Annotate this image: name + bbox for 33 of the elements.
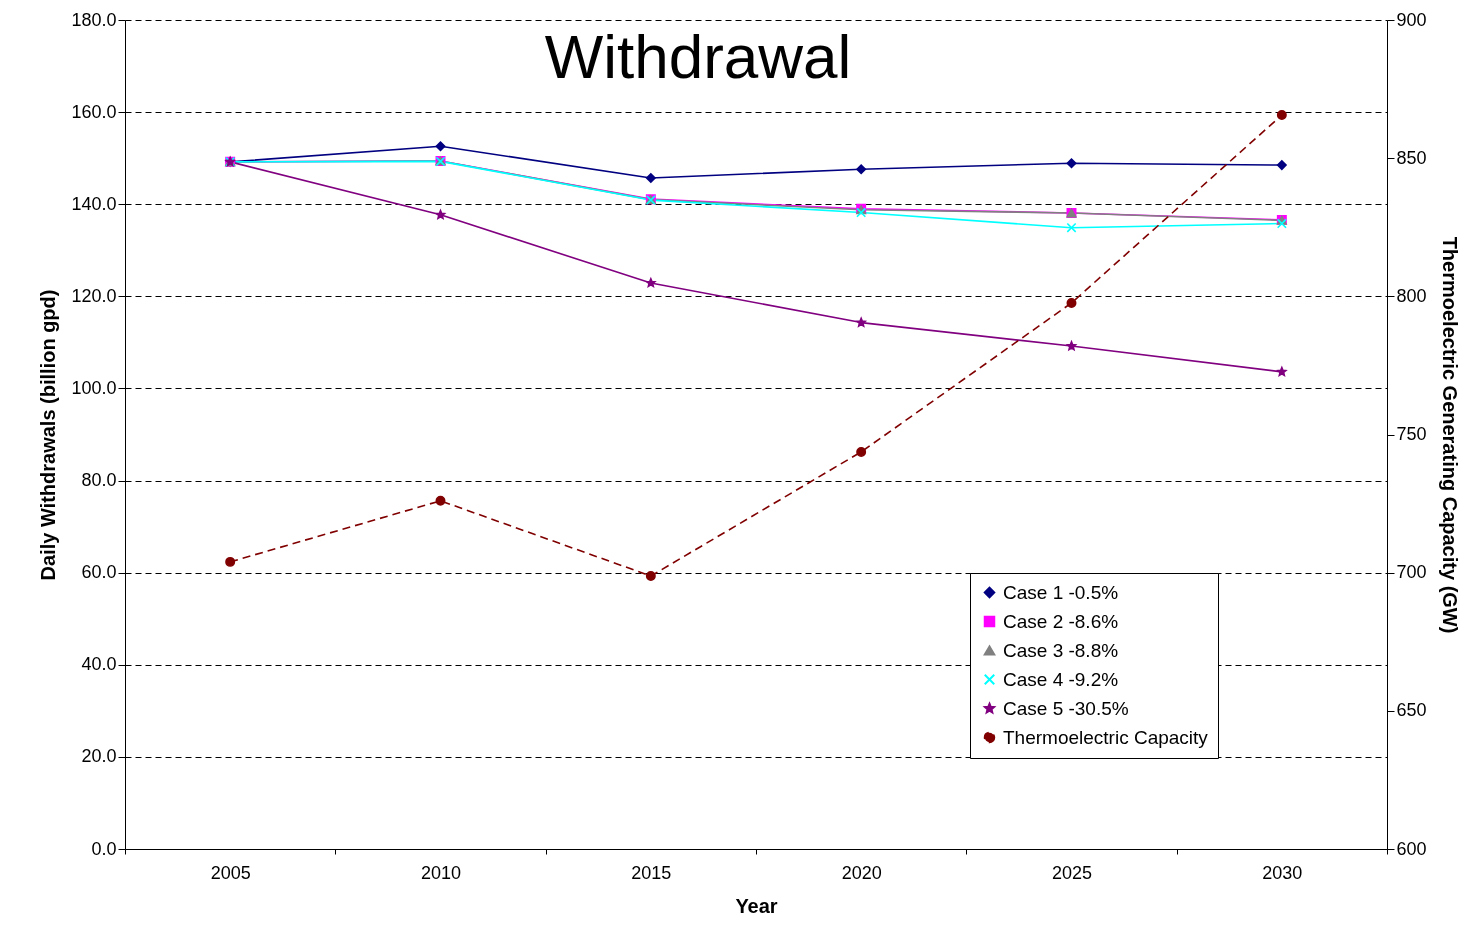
legend-label: Case 5 -30.5% bbox=[1003, 697, 1129, 719]
y-tick-label: 160.0 bbox=[71, 101, 117, 122]
y-tick-label: 60.0 bbox=[81, 562, 117, 583]
y2-axis-title: Thermoelectric Generating Capacity (GW) bbox=[1438, 236, 1461, 634]
y2-tick-label: 650 bbox=[1396, 700, 1427, 721]
y2-tick-label: 750 bbox=[1396, 424, 1427, 444]
y-tick-label: 120.0 bbox=[71, 285, 117, 306]
x-tick-label: 2030 bbox=[1262, 862, 1303, 883]
y2-tick-label: 600 bbox=[1396, 838, 1427, 859]
y-axis-title: Daily Withdrawals (billion gpd) bbox=[37, 289, 60, 581]
y2-tick-label: 700 bbox=[1396, 562, 1427, 583]
chart-title: Withdrawal bbox=[544, 22, 852, 91]
x-tick-label: 2025 bbox=[1051, 862, 1093, 883]
x-axis-title: Year bbox=[735, 894, 778, 917]
legend-label: Case 1 -0.5% bbox=[1003, 581, 1119, 603]
y-tick-label: 20.0 bbox=[81, 746, 117, 767]
legend-label: Case 3 -8.8% bbox=[1003, 639, 1119, 661]
x-tick-label: 2010 bbox=[420, 862, 462, 883]
y-tick-label: 40.0 bbox=[81, 654, 117, 675]
legend-label: Case 4 -9.2% bbox=[1003, 668, 1119, 690]
x-tick-label: 2015 bbox=[631, 862, 672, 883]
y2-tick-label: 800 bbox=[1396, 285, 1427, 306]
y-tick-label: 180.0 bbox=[71, 9, 117, 30]
legend-label: Thermoelectric Capacity bbox=[1003, 726, 1209, 748]
y-tick-label: 80.0 bbox=[81, 470, 117, 491]
x-tick-label: 2005 bbox=[210, 862, 251, 883]
y2-tick-label: 850 bbox=[1396, 147, 1427, 168]
y-tick-label: 140.0 bbox=[71, 193, 117, 214]
x-tick-label: 2020 bbox=[841, 862, 882, 883]
y-tick-label: 0.0 bbox=[91, 838, 117, 859]
y2-tick-label: 900 bbox=[1396, 9, 1427, 30]
y-tick-label: 100.0 bbox=[71, 377, 117, 398]
legend-label: Case 2 -8.6% bbox=[1003, 610, 1119, 632]
